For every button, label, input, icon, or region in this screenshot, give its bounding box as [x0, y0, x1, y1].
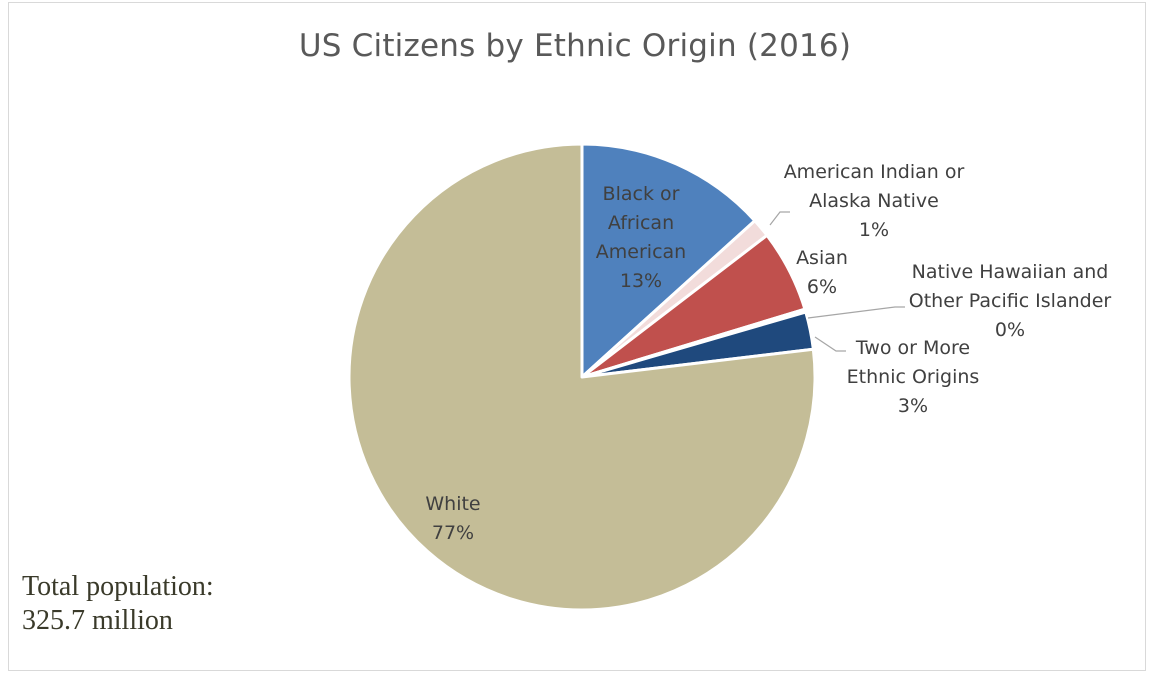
slice-label-2: Asian 6% [796, 247, 848, 298]
slice-label-5: White 77% [425, 493, 480, 544]
total-population-label: Total population: [22, 571, 214, 602]
slice-label-line-4-0: Two or More [855, 337, 970, 359]
slice-percent-0: 13% [620, 270, 662, 292]
slice-percent-2: 6% [807, 276, 837, 298]
pie-slice-0 [580, 142, 757, 379]
slice-label-line-5-0: White [425, 493, 480, 515]
leader-lines [769, 211, 905, 352]
leader-line-1 [769, 211, 790, 226]
slice-label-line-1-0: American Indian or [784, 161, 965, 183]
slice-label-4: Two or More Ethnic Origins 3% [847, 337, 980, 417]
slice-label-line-4-1: Ethnic Origins [847, 366, 980, 388]
slice-percent-5: 77% [432, 522, 474, 544]
slice-labels: Black or African American 13% American India… [425, 161, 1111, 544]
slice-label-line-0-2: American [596, 241, 686, 263]
pie-slice-5 [347, 142, 817, 612]
slice-percent-4: 3% [898, 395, 928, 417]
slice-label-line-3-1: Other Pacific Islander [909, 290, 1112, 312]
chart-title: US Citizens by Ethnic Origin (2016) [298, 28, 852, 64]
total-population-note: Total population: 325.7 million [22, 570, 214, 638]
pie-slices [347, 142, 817, 612]
slice-label-line-0-1: African [608, 212, 674, 234]
total-population-value: 325.7 million [22, 605, 173, 636]
slice-label-line-1-1: Alaska Native [809, 190, 939, 212]
leader-line-4 [814, 336, 846, 352]
slice-percent-3: 0% [995, 319, 1025, 341]
slice-label-line-0-0: Black or [603, 183, 680, 205]
slice-percent-1: 1% [859, 219, 889, 241]
slice-label-0: Black or African American 13% [596, 183, 686, 292]
slice-label-line-2-0: Asian [796, 247, 848, 269]
leader-line-3 [807, 306, 905, 319]
slice-label-3: Native Hawaiian and Other Pacific Islande… [909, 261, 1112, 341]
slice-label-line-3-0: Native Hawaiian and [912, 261, 1109, 283]
slice-label-1: American Indian or Alaska Native 1% [784, 161, 965, 241]
